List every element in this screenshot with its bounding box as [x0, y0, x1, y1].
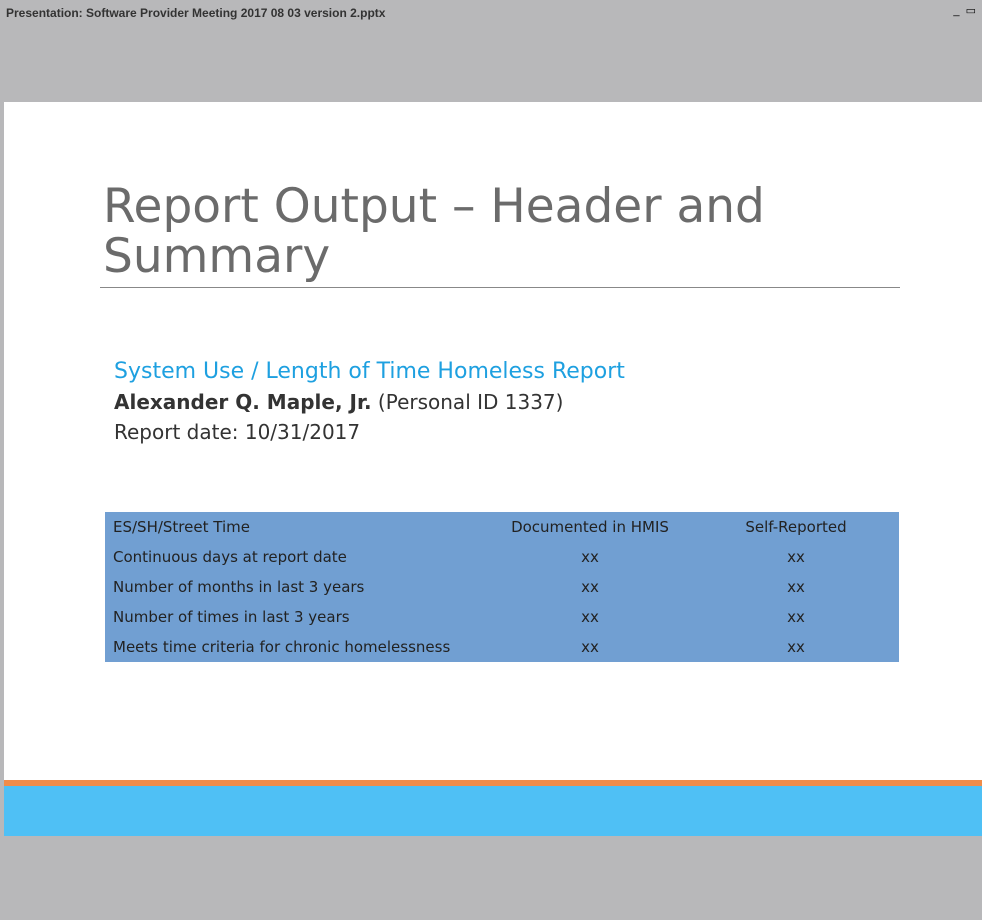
report-date: Report date: 10/31/2017	[114, 420, 361, 444]
table-cell: Meets time criteria for chronic homeless…	[113, 638, 451, 656]
table-cell: Number of months in last 3 years	[113, 578, 365, 596]
table-header: ES/SH/Street Time Documented in HMIS Self-…	[105, 512, 899, 542]
summary-table: ES/SH/Street Time Documented in HMIS Self-…	[105, 512, 899, 662]
table-cell: xx	[787, 608, 805, 626]
table-cell: xx	[581, 578, 599, 596]
report-info: System Use / Length of Time Homeless Rep…	[114, 357, 625, 447]
table-cell: Continuous days at report date	[113, 548, 347, 566]
footer-bar	[4, 786, 982, 836]
table-row: Number of times in last 3 years xx xx	[105, 602, 899, 632]
table-row: Continuous days at report date xx xx	[105, 542, 899, 572]
table-cell: xx	[581, 638, 599, 656]
slide-title: Report Output – Header and Summary	[103, 179, 765, 284]
client-name: Alexander Q. Maple, Jr.	[114, 390, 372, 414]
table-row: Meets time criteria for chronic homeless…	[105, 632, 899, 662]
title-rule	[100, 287, 900, 288]
table-cell: Number of times in last 3 years	[113, 608, 350, 626]
client-id: (Personal ID 1337)	[377, 390, 564, 414]
table-cell: ES/SH/Street Time	[113, 518, 250, 536]
window-title: Presentation: Software Provider Meeting …	[6, 6, 386, 20]
table-cell: Documented in HMIS	[511, 518, 669, 536]
table-cell: xx	[581, 608, 599, 626]
accent-bar	[4, 780, 982, 786]
table-cell: xx	[787, 578, 805, 596]
report-title: System Use / Length of Time Homeless Rep…	[114, 359, 625, 384]
window-controls[interactable]: _ ▭	[953, 5, 976, 17]
table-cell: xx	[581, 548, 599, 566]
table-cell: xx	[787, 548, 805, 566]
client-line: Alexander Q. Maple, Jr. (Personal ID 133…	[114, 387, 625, 417]
table-cell: xx	[787, 638, 805, 656]
table-row: Number of months in last 3 years xx xx	[105, 572, 899, 602]
table-cell: Self-Reported	[745, 518, 847, 536]
slide: Report Output – Header and Summary Syste…	[4, 102, 982, 780]
